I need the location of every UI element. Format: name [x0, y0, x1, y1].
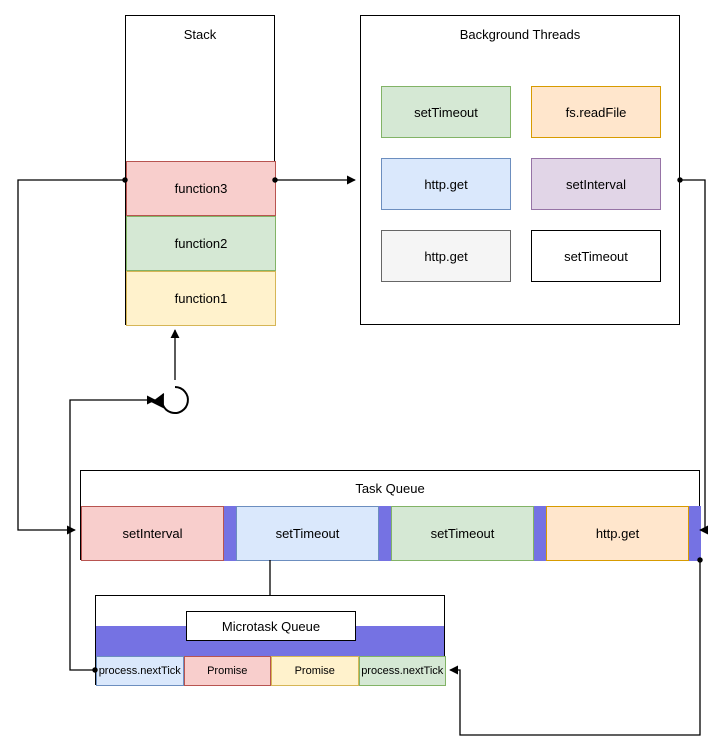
taskqueue-item: setTimeout: [236, 506, 379, 561]
taskqueue-title: Task Queue: [81, 471, 699, 506]
taskqueue-notch: [379, 506, 391, 561]
microtask-item: process.nextTick: [96, 656, 184, 686]
threads-title: Background Threads: [361, 24, 679, 44]
threads-container: Background Threads setTimeout fs.readFile h…: [360, 15, 680, 325]
taskqueue-notch: [224, 506, 236, 561]
stack-container: Stack function3function2function1: [125, 15, 275, 325]
thread-item: http.get: [381, 230, 511, 282]
microtask-container: Microtask Queueprocess.nextTickPromisePr…: [95, 595, 445, 685]
taskqueue-item: setInterval: [81, 506, 224, 561]
stack-item: function1: [126, 271, 276, 326]
taskqueue-notch: [689, 506, 701, 561]
taskqueue-item: setTimeout: [391, 506, 534, 561]
thread-item: setTimeout: [381, 86, 511, 138]
event-loop-icon: [162, 387, 188, 413]
stack-item: function2: [126, 216, 276, 271]
thread-item: setInterval: [531, 158, 661, 210]
microtask-item: Promise: [184, 656, 272, 686]
taskqueue-notch: [534, 506, 546, 561]
thread-item: setTimeout: [531, 230, 661, 282]
stack-item: function3: [126, 161, 276, 216]
microtask-title: Microtask Queue: [186, 611, 356, 641]
taskqueue-item: http.get: [546, 506, 689, 561]
arrow-micro-in: [450, 560, 700, 735]
thread-item: fs.readFile: [531, 86, 661, 138]
microtask-item: Promise: [271, 656, 359, 686]
taskqueue-container: Task QueuesetIntervalsetTimeoutsetTimeou…: [80, 470, 700, 560]
thread-item: http.get: [381, 158, 511, 210]
microtask-item: process.nextTick: [359, 656, 447, 686]
stack-title: Stack: [126, 24, 274, 44]
